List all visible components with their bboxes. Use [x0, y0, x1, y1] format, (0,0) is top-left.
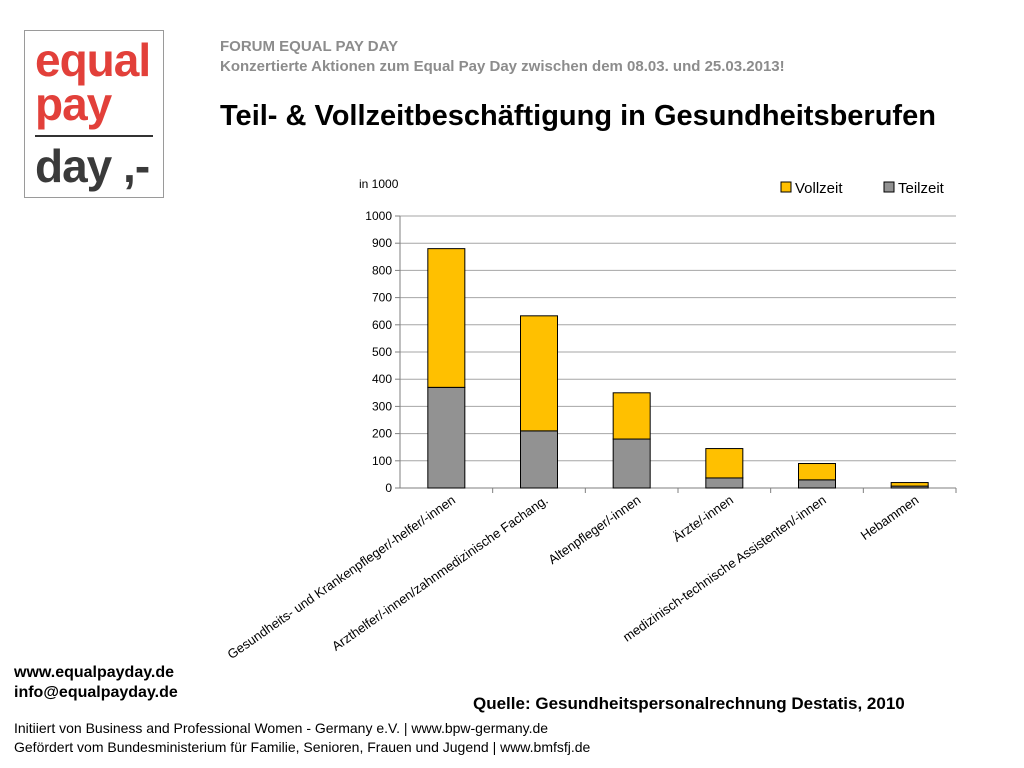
y-tick-label: 300: [372, 399, 392, 413]
y-unit-label: in 1000: [359, 177, 399, 191]
y-tick-label: 200: [372, 427, 392, 441]
logo-divider: [35, 135, 153, 137]
website-link[interactable]: www.equalpayday.de: [14, 664, 175, 681]
y-tick-label: 1000: [365, 209, 392, 223]
bar-teilzeit: [520, 430, 558, 489]
bar-vollzeit: [890, 482, 929, 487]
y-tick-label: 900: [372, 236, 392, 250]
source-note: Quelle: Gesundheitspersonalrechnung Dest…: [473, 694, 905, 713]
x-category-label: medizinisch-technische Assistenten/-inne…: [620, 492, 829, 644]
bar-vollzeit: [705, 448, 744, 479]
y-tick-label: 800: [372, 263, 392, 277]
bar-teilzeit: [798, 479, 836, 489]
bar-teilzeit: [427, 386, 466, 489]
email-link[interactable]: info@equalpayday.de: [14, 684, 178, 701]
bar-vollzeit: [612, 392, 651, 440]
bar-teilzeit: [705, 477, 744, 489]
page-title: Teil- & Vollzeitbeschäftigung in Gesundh…: [220, 100, 936, 132]
y-tick-label: 600: [372, 318, 392, 332]
y-tick-label: 400: [372, 372, 392, 386]
sponsor-credit: Gefördert vom Bundesministerium für Fami…: [14, 739, 591, 755]
y-tick-label: 0: [385, 481, 392, 495]
legend-label-teilzeit: Teilzeit: [898, 180, 945, 197]
bar-teilzeit: [612, 438, 651, 489]
y-tick-label: 700: [372, 291, 392, 305]
campaign-subtitle: Konzertierte Aktionen zum Equal Pay Day …: [220, 58, 785, 75]
x-category-label: Ärzte/-innen: [670, 492, 736, 544]
y-tick-label: 500: [372, 345, 392, 359]
bar-vollzeit: [520, 315, 558, 432]
legend-label-vollzeit: Vollzeit: [795, 180, 843, 197]
initiator-credit: Initiiert von Business and Professional …: [14, 720, 549, 736]
x-category-label: Hebammen: [858, 492, 922, 543]
bar-vollzeit: [798, 463, 836, 481]
y-tick-label: 100: [372, 454, 392, 468]
org-name: FORUM EQUAL PAY DAY: [220, 38, 399, 55]
bar-vollzeit: [427, 248, 466, 388]
x-category-label: Altenpfleger/-innen: [545, 492, 643, 567]
equal-pay-day-logo: equal pay day ,-: [24, 30, 164, 198]
logo-line-day: day ,-: [35, 140, 150, 192]
logo-line-equal: equal: [35, 34, 151, 86]
legend-swatch-teilzeit: [883, 181, 895, 193]
logo-line-pay: pay: [35, 78, 112, 130]
legend-swatch-vollzeit: [780, 181, 792, 193]
